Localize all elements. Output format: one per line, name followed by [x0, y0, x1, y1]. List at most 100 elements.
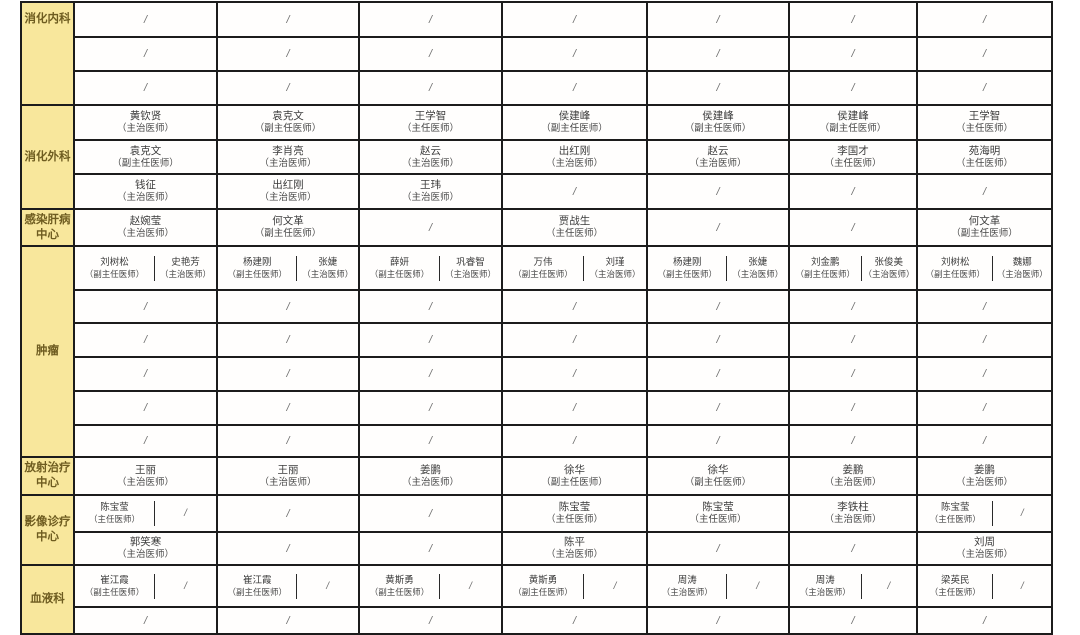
doctor-title: （主治医师） — [259, 192, 317, 203]
doctor-name: 侯建峰 — [702, 110, 734, 122]
doctor-name: 刘树松 — [940, 256, 970, 268]
doctor-title: （副主任医师） — [513, 268, 573, 279]
schedule-row: / / / / / / / — [21, 606, 1053, 635]
empty-slot-cell: / — [788, 208, 918, 247]
doctor-name: 袁克文 — [129, 144, 162, 157]
empty-slot-cell: / — [788, 606, 918, 635]
doctor-title: （主治医师） — [955, 476, 1013, 488]
doctor-cell: 王学智 （主任医师） — [916, 104, 1053, 141]
doctor-name: 出红刚 — [272, 179, 304, 191]
doctor-name: 袁克文 — [272, 110, 304, 122]
empty-slot-cell: / — [788, 289, 918, 324]
doctor-title: （主治医师） — [689, 157, 747, 169]
doctor-name: 陈宝莹 — [558, 501, 591, 513]
doctor-name: 张婕 — [748, 256, 768, 268]
empty-slot-cell: / — [788, 531, 918, 566]
empty-slot-cell: / — [646, 356, 790, 392]
empty-slot-cell: / — [216, 390, 360, 426]
doctor-title: （主治医师） — [545, 157, 603, 169]
split-box: 万伟 （副主任医师） 刘瑾 （主治医师） — [504, 255, 645, 281]
sub-slot: 史艳芳 （主治医师） — [153, 255, 215, 281]
empty-slot-cell: / — [358, 531, 503, 566]
doctor-name: 李肖亮 — [272, 144, 304, 157]
department-label: 感染肝病中心 — [20, 208, 75, 247]
split-box: 杨建刚 （副主任医师） 张婕 （主治医师） — [219, 255, 357, 281]
doctor-name: 魏娜 — [1012, 256, 1032, 268]
schedule-row: / / / / / / / — [21, 36, 1053, 72]
doctor-cell: 侯建峰 （副主任医师） — [788, 104, 918, 141]
sub-slot: 刘瑾 （主治医师） — [583, 255, 645, 281]
doctor-name: 崔江霞 — [242, 574, 272, 586]
doctor-name: 李铁柱 — [837, 501, 869, 513]
sub-slot: / — [992, 501, 1050, 526]
sub-slot: / — [860, 573, 915, 599]
doctor-cell: 赵婉莹 （主治医师） — [73, 208, 218, 247]
department-label: 消化外科 — [20, 104, 75, 210]
doctor-cell: 姜鹏 （主治医师） — [788, 456, 918, 496]
department-label: 肿瘤 — [20, 245, 75, 458]
split-schedule-cell: 万伟 （副主任医师） 刘瑾 （主治医师） — [501, 245, 648, 291]
schedule-row: 袁克文 （副主任医师） 李肖亮 （主治医师） 赵云 （主治医师） 出红刚 （主治医师） 赵云 （主… — [21, 139, 1053, 175]
sub-slot: / — [583, 573, 645, 599]
doctor-name: 侯建峰 — [558, 110, 591, 122]
doctor-title: （主治医师） — [545, 549, 603, 560]
doctor-cell: 袁克文 （副主任医师） — [73, 139, 218, 175]
doctor-name: 崔江霞 — [100, 574, 129, 586]
empty-slot-cell: / — [916, 36, 1053, 72]
schedule-row: 放射治疗中心 王丽 （主治医师） 王丽 （主治医师） 姜鹏 （主治医师） 徐华 （副主任医师）徐… — [20, 456, 1053, 496]
split-schedule-cell: 刘金鹏 （副主任医师） 张俊美 （主治医师） — [788, 245, 918, 291]
doctor-title: （副主任医师） — [112, 157, 179, 169]
doctor-name: 侯建峰 — [837, 110, 869, 122]
doctor-title: （主任医师） — [545, 228, 603, 239]
empty-slot-cell: / — [358, 208, 503, 247]
doctor-title: （主治医师） — [116, 228, 174, 239]
doctor-title: （副主任医师） — [254, 123, 322, 134]
department-label: 血液科 — [20, 564, 75, 635]
doctor-title: （主任医师） — [88, 514, 140, 524]
split-schedule-cell: 杨建刚 （副主任医师） 张婕 （主治医师） — [216, 245, 360, 291]
empty-slot-cell: / — [916, 424, 1053, 458]
doctor-title: （副主任医师） — [513, 586, 573, 597]
empty-slot-cell: / — [216, 1, 360, 38]
doctor-title: （主任医师） — [929, 514, 981, 524]
doctor-name: 陈宝莹 — [702, 501, 734, 513]
doctor-cell: 刘周 （主治医师） — [916, 531, 1053, 566]
empty-slot-cell: / — [501, 70, 648, 106]
doctor-title: （主治医师） — [824, 476, 882, 488]
empty-slot-cell: / — [501, 1, 648, 38]
sub-slot: 张婕 （主治医师） — [296, 255, 357, 281]
split-box: 黄斯勇 （副主任医师） / — [361, 573, 500, 599]
doctor-name: 杨建刚 — [672, 256, 702, 268]
split-schedule-cell: 刘树松 （副主任医师） 魏娜 （主治医师） — [916, 245, 1053, 291]
doctor-title: （主治医师） — [116, 476, 174, 488]
schedule-table-body: 消化内科 / / / / / / / / / / / / / / / / / / / / / 消化外科 黄钦贤 （主治医师） 袁克… — [20, 1, 1053, 635]
split-box: 周涛 （主治医师） / — [649, 573, 787, 599]
split-box: 刘树松 （副主任医师） 史艳芳 （主治医师） — [76, 255, 215, 281]
split-schedule-cell: 周涛 （主治医师） / — [788, 564, 918, 608]
empty-slot-cell: / — [73, 606, 218, 635]
split-box: 陈宝莹 （主任医师） / — [919, 501, 1050, 526]
doctor-title: （副主任医师） — [925, 268, 985, 279]
doctor-name: 姜鹏 — [842, 463, 864, 476]
doctor-cell: 出红刚 （主治医师） — [501, 139, 648, 175]
doctor-name: 徐华 — [564, 463, 585, 476]
schedule-row: / / / / / / / — [21, 356, 1053, 392]
doctor-cell: 王学智 （主任医师） — [358, 104, 503, 141]
sub-slot: 巩睿智 （主治医师） — [438, 255, 500, 281]
doctor-name: 赵云 — [707, 144, 729, 157]
schedule-row: 血液科 崔江霞 （副主任医师） / 崔江霞 （副主任医师） / 黄斯勇 （副主任医师） / 黄斯勇（… — [20, 564, 1053, 635]
split-box: 杨建刚 （副主任医师） 张婕 （主治医师） — [649, 255, 787, 281]
empty-slot-cell: / — [73, 356, 218, 392]
empty-slot-cell: / — [646, 289, 790, 324]
empty-slot-cell: / — [216, 531, 360, 566]
empty-slot-cell: / — [358, 606, 503, 635]
doctor-cell: 赵云 （主治医师） — [646, 139, 790, 175]
doctor-title: （主治医师） — [116, 549, 174, 560]
empty-slot-cell: / — [788, 173, 918, 210]
doctor-title: （副主任医师） — [369, 586, 430, 597]
schedule-row: 消化外科 黄钦贤 （主治医师） 袁克文 （副主任医师） 王学智 （主任医师） 侯建峰 （副主任医… — [20, 104, 1053, 210]
doctor-title: （副主任医师） — [541, 476, 608, 488]
doctor-cell: 徐华 （副主任医师） — [501, 456, 648, 496]
empty-slot-cell: / — [216, 322, 360, 358]
empty-slot-cell: / — [646, 36, 790, 72]
